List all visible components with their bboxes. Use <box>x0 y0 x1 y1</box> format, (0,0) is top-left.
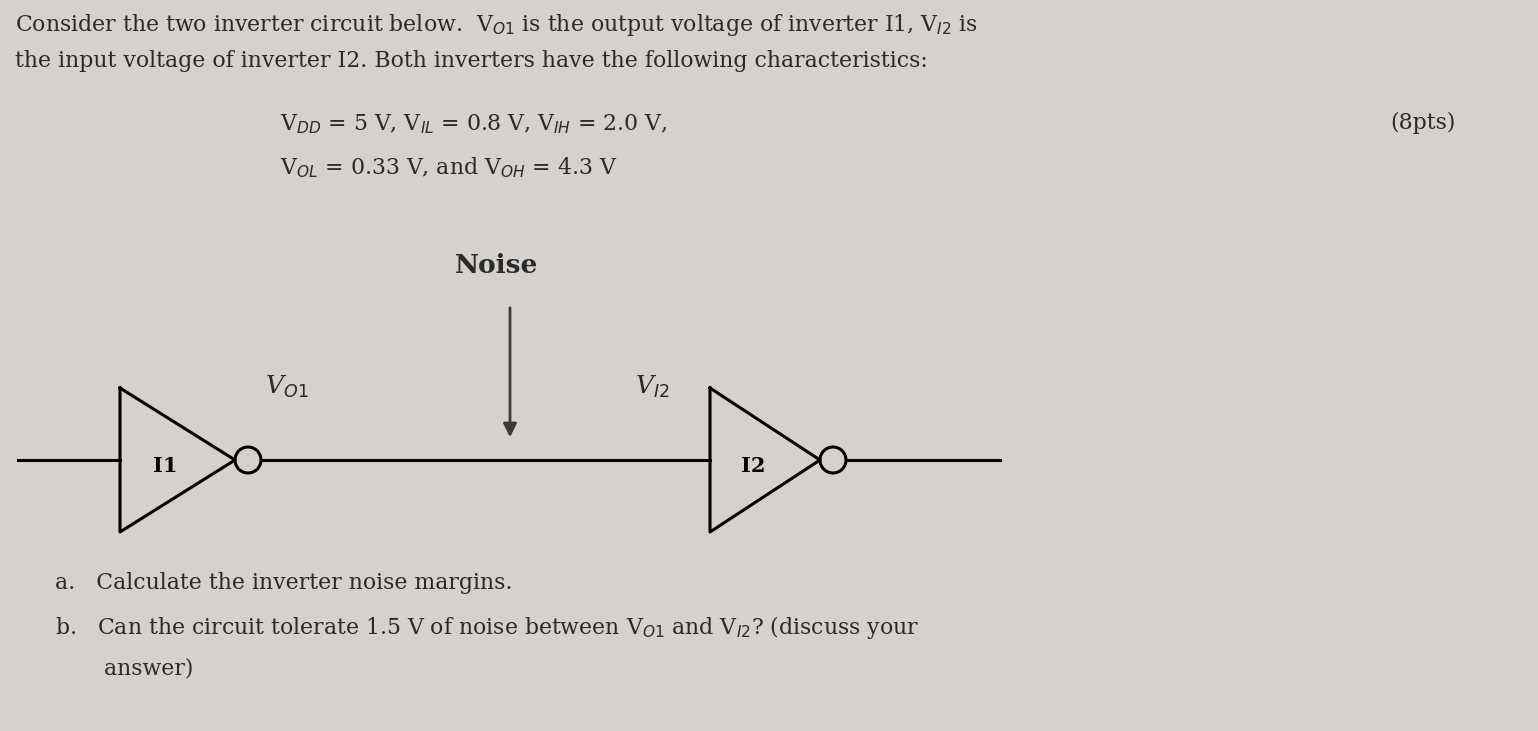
Text: (8pts): (8pts) <box>1390 112 1455 134</box>
Text: answer): answer) <box>55 657 194 679</box>
Text: the input voltage of inverter I2. Both inverters have the following characterist: the input voltage of inverter I2. Both i… <box>15 50 927 72</box>
Text: a.   Calculate the inverter noise margins.: a. Calculate the inverter noise margins. <box>55 572 512 594</box>
Text: V$_{OL}$ = 0.33 V, and V$_{OH}$ = 4.3 V: V$_{OL}$ = 0.33 V, and V$_{OH}$ = 4.3 V <box>280 155 617 180</box>
Text: V$_{I2}$: V$_{I2}$ <box>635 374 671 400</box>
Text: I2: I2 <box>741 456 766 476</box>
Text: V$_{O1}$: V$_{O1}$ <box>265 374 309 400</box>
Text: V$_{DD}$ = 5 V, V$_{IL}$ = 0.8 V, V$_{IH}$ = 2.0 V,: V$_{DD}$ = 5 V, V$_{IL}$ = 0.8 V, V$_{IH… <box>280 112 667 135</box>
Text: Consider the two inverter circuit below.  V$_{O1}$ is the output voltage of inve: Consider the two inverter circuit below.… <box>15 12 978 38</box>
Text: I1: I1 <box>154 456 178 476</box>
Text: Noise: Noise <box>455 253 538 278</box>
Text: b.   Can the circuit tolerate 1.5 V of noise between V$_{O1}$ and V$_{I2}$? (dis: b. Can the circuit tolerate 1.5 V of noi… <box>55 614 920 641</box>
